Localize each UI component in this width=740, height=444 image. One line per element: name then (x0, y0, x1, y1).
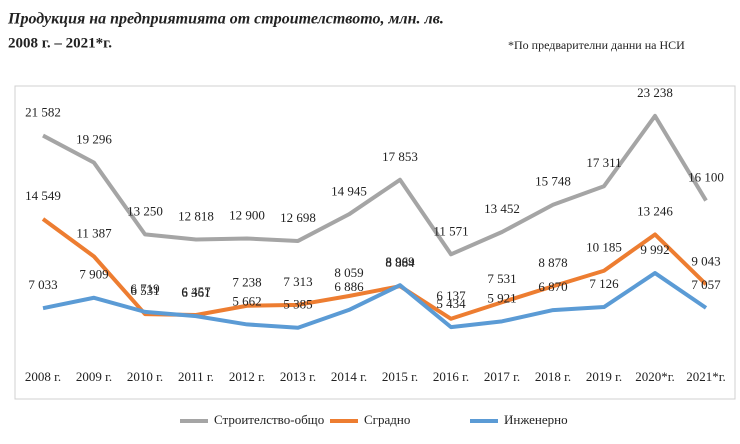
x-tick-label: 2018 г. (535, 369, 571, 384)
data-label: 12 818 (178, 209, 214, 224)
legend-label: Сградно (364, 412, 410, 427)
data-label: 6 719 (130, 281, 159, 296)
data-label: 6 361 (181, 285, 210, 300)
data-label: 5 434 (436, 296, 466, 311)
data-label: 17 311 (586, 155, 621, 170)
data-label: 15 748 (535, 174, 571, 189)
data-label: 8 878 (538, 255, 567, 270)
data-label: 12 698 (280, 210, 316, 225)
data-label: 19 296 (76, 132, 112, 147)
data-label: 5 662 (232, 293, 261, 308)
data-label: 7 033 (28, 277, 57, 292)
x-tick-label: 2011 г. (178, 369, 214, 384)
data-label: 6 531 (130, 283, 159, 298)
x-tick-label: 2008 г. (25, 369, 61, 384)
x-tick-label: 2012 г. (229, 369, 265, 384)
legend-label: Строителство-общо (214, 412, 324, 427)
series-line (42, 113, 708, 257)
data-label: 7 531 (487, 271, 516, 286)
data-label: 21 582 (25, 105, 61, 120)
data-label: 8 969 (385, 254, 414, 269)
chart-title: Продукция на предприятията от строителст… (7, 11, 444, 28)
x-tick-label: 2014 г. (331, 369, 367, 384)
note: *По предварителни данни на НСИ (508, 38, 685, 52)
x-tick-label: 2017 г. (484, 369, 520, 384)
x-tick-label: 2016 г. (433, 369, 469, 384)
data-label: 16 100 (688, 170, 724, 185)
data-label: 5 921 (487, 290, 516, 305)
x-tick-label: 2010 г. (127, 369, 163, 384)
data-label: 12 900 (229, 208, 265, 223)
data-label: 13 250 (127, 203, 163, 218)
x-tick-label: 2021*г. (686, 369, 726, 384)
plot-frame (14, 85, 736, 400)
data-label: 8 059 (334, 265, 363, 280)
x-tick-label: 2019 г. (586, 369, 622, 384)
data-label: 6 886 (334, 279, 364, 294)
x-tick-label: 2015 г. (382, 369, 418, 384)
data-label: 5 385 (283, 297, 312, 312)
data-label: 14 549 (25, 188, 61, 203)
data-label: 9 992 (640, 242, 669, 257)
data-label: 7 057 (691, 277, 721, 292)
data-label: 13 246 (637, 203, 673, 218)
data-label: 17 853 (382, 149, 418, 164)
data-label: 7 238 (232, 275, 261, 290)
data-label: 9 043 (691, 253, 720, 268)
data-label: 6 457 (181, 284, 211, 299)
data-label: 11 387 (76, 225, 112, 240)
data-label: 7 909 (79, 267, 108, 282)
series-line (42, 271, 708, 330)
x-tick-label: 2009 г. (76, 369, 112, 384)
data-label: 6 137 (436, 288, 466, 303)
x-tick-label: 2013 г. (280, 369, 316, 384)
x-tick-label: 2020*г. (635, 369, 675, 384)
data-label: 10 185 (586, 240, 622, 255)
data-label: 6 870 (538, 279, 567, 294)
data-label: 8 884 (385, 255, 415, 270)
chart-subtitle: 2008 г. – 2021*г. (8, 35, 112, 51)
legend-label: Инженерно (504, 412, 568, 427)
data-label: 14 945 (331, 183, 367, 198)
data-label: 23 238 (637, 85, 673, 100)
data-label: 11 571 (433, 223, 468, 238)
data-label: 13 452 (484, 201, 520, 216)
data-label: 7 126 (589, 276, 619, 291)
data-label: 7 313 (283, 274, 312, 289)
